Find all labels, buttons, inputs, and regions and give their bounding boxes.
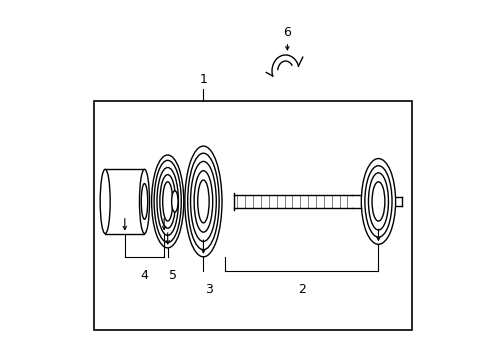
Text: 2: 2	[297, 283, 305, 296]
Text: 5: 5	[169, 269, 177, 282]
Text: 1: 1	[199, 73, 207, 86]
Text: 4: 4	[140, 269, 148, 282]
Ellipse shape	[171, 191, 178, 212]
Ellipse shape	[184, 146, 222, 257]
Text: 3: 3	[205, 283, 213, 296]
Text: 6: 6	[283, 26, 291, 39]
Ellipse shape	[141, 184, 147, 219]
Bar	[94, 102, 411, 330]
Ellipse shape	[100, 169, 110, 234]
Ellipse shape	[151, 155, 183, 248]
Ellipse shape	[139, 169, 149, 234]
Ellipse shape	[361, 158, 395, 244]
Bar	[105, 169, 144, 234]
